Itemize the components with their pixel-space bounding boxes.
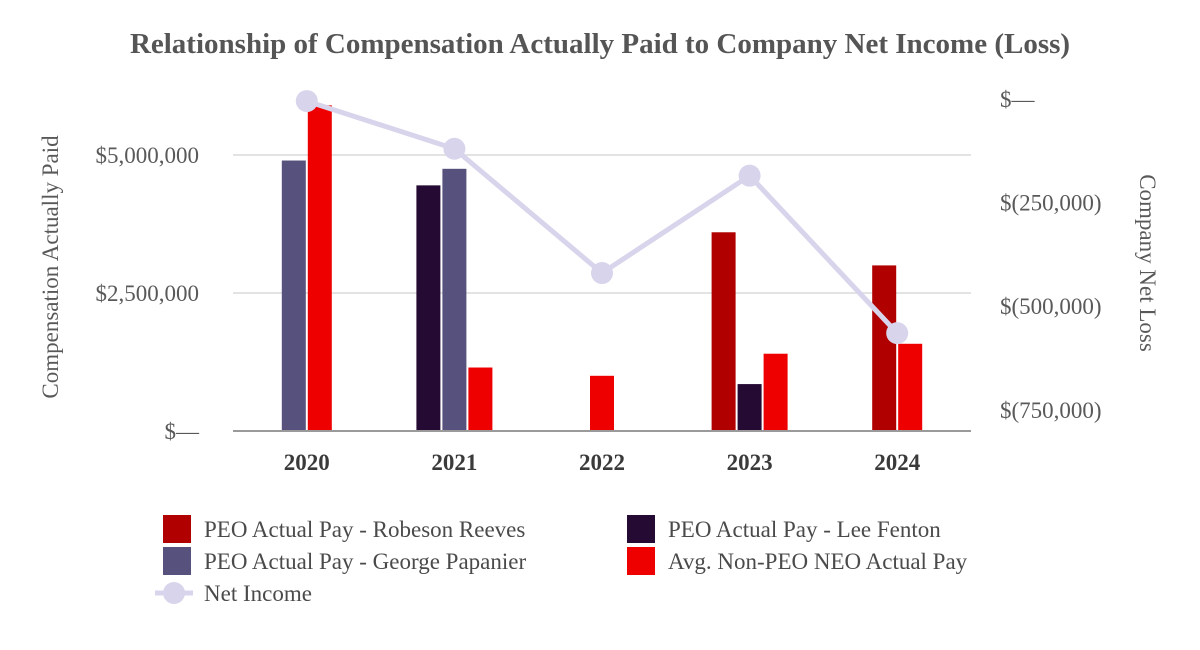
bar-peo-actual-pay-robeson-reeves-2023	[711, 232, 736, 431]
net-income-point-2024	[886, 322, 909, 345]
legend-label: PEO Actual Pay - Lee Fenton	[668, 517, 941, 542]
legend-swatch	[627, 515, 655, 543]
legend-swatch	[627, 547, 655, 575]
x-tick-label: 2020	[284, 450, 330, 475]
y-left-tick-label: $5,000,000	[96, 143, 200, 168]
x-tick-label: 2023	[727, 450, 773, 475]
bar-avg-non-peo-neo-actual-pay-2020	[307, 105, 332, 431]
x-tick-label: 2024	[874, 450, 921, 475]
y-left-tick-label: $2,500,000	[96, 281, 200, 306]
net-income-point-2022	[591, 262, 613, 285]
bar-avg-non-peo-neo-actual-pay-2024	[898, 343, 923, 431]
x-tick-label: 2021	[431, 450, 477, 475]
y-left-tick-label: $—	[165, 419, 201, 444]
bar-peo-actual-pay-lee-fenton-2021	[416, 185, 441, 431]
chart-title: Relationship of Compensation Actually Pa…	[130, 28, 1070, 60]
x-tick-label: 2022	[579, 450, 625, 475]
net-income-point-2021	[443, 137, 466, 160]
bar-peo-actual-pay-george-papanier-2020	[281, 160, 306, 431]
legend-label: PEO Actual Pay - Robeson Reeves	[204, 517, 525, 542]
legend: PEO Actual Pay - Robeson Reeves PEO Actua…	[155, 515, 968, 606]
legend-item: Net Income	[155, 581, 312, 606]
bar-peo-actual-pay-lee-fenton-2023	[737, 384, 762, 431]
legend-label: Net Income	[204, 581, 312, 606]
gridlines	[233, 154, 971, 294]
bar-peo-actual-pay-george-papanier-2021	[442, 168, 467, 432]
y-left-axis-title: Compensation Actually Paid	[38, 135, 63, 399]
bar-avg-non-peo-neo-actual-pay-2023	[763, 353, 788, 431]
y-left-ticks: $— $2,500,000 $5,000,000	[96, 143, 201, 444]
net-income-point-2023	[738, 164, 761, 187]
x-axis: 2020 2021 2022 2023 2024	[233, 430, 971, 475]
legend-marker	[163, 582, 185, 604]
legend-item: PEO Actual Pay - George Papanier	[163, 547, 526, 575]
y-right-tick-label: $(500,000)	[1000, 294, 1102, 319]
legend-item: PEO Actual Pay - Lee Fenton	[627, 515, 941, 543]
legend-item: Avg. Non-PEO NEO Actual Pay	[627, 547, 968, 575]
y-right-ticks: $— $(250,000) $(500,000) $(750,000)	[1000, 87, 1102, 423]
y-right-tick-label: $(250,000)	[1000, 191, 1102, 216]
bar-avg-non-peo-neo-actual-pay-2022	[590, 375, 614, 431]
legend-swatch	[163, 547, 191, 575]
net-income-line	[295, 90, 909, 345]
legend-item: PEO Actual Pay - Robeson Reeves	[163, 515, 525, 543]
net-income-polyline	[306, 98, 900, 335]
y-right-axis-title: Company Net Loss	[1135, 174, 1160, 352]
legend-label: Avg. Non-PEO NEO Actual Pay	[668, 549, 968, 574]
net-income-point-2020	[295, 90, 318, 113]
legend-swatch	[163, 515, 191, 543]
y-right-tick-label: $(750,000)	[1000, 398, 1102, 423]
legend-label: PEO Actual Pay - George Papanier	[204, 549, 526, 574]
bar-avg-non-peo-neo-actual-pay-2021	[468, 367, 493, 431]
y-right-tick-label: $—	[1000, 87, 1036, 112]
bar-peo-actual-pay-robeson-reeves-2024	[872, 265, 897, 431]
bars	[281, 105, 923, 432]
